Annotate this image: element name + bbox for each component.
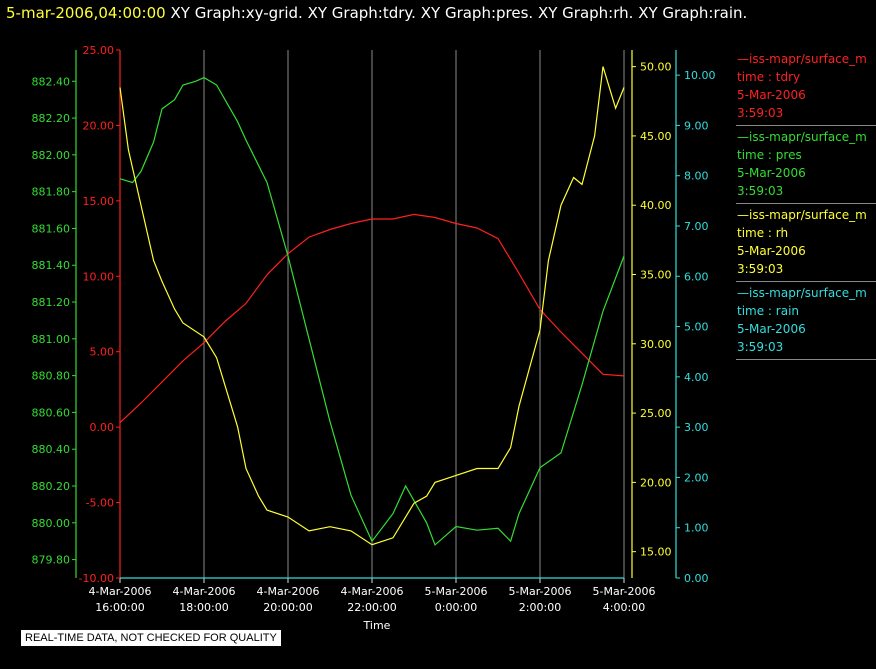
legend-entry-rh[interactable]: —iss-mapr/surface_m time : rh 5-Mar-2006… — [736, 204, 876, 282]
tdry-tick-label: -5.00 — [86, 497, 114, 510]
legend: —iss-mapr/surface_m time : tdry 5-Mar-20… — [736, 48, 876, 360]
header-graph-xy-grid[interactable]: XY Graph:xy-grid. — [170, 4, 303, 22]
legend-date: 5-Mar-2006 — [737, 244, 806, 258]
header-graph-tdry[interactable]: XY Graph:tdry. — [307, 4, 416, 22]
tdry-tick-label: 0.00 — [90, 421, 115, 434]
x-tick-label: 20:00:00 — [263, 601, 312, 614]
rain-tick-label: 2.00 — [684, 471, 709, 484]
legend-entry-tdry[interactable]: —iss-mapr/surface_m time : tdry 5-Mar-20… — [736, 48, 876, 126]
rh-tick-label: 30.00 — [640, 338, 672, 351]
legend-variable: time : tdry — [737, 70, 801, 84]
legend-date: 5-Mar-2006 — [737, 166, 806, 180]
rh-tick-label: 40.00 — [640, 199, 672, 212]
x-tick-label: 0:00:00 — [435, 601, 477, 614]
pres-tick-label: 882.40 — [32, 75, 71, 88]
pres-tick-label: 881.20 — [32, 296, 71, 309]
x-tick-label: 5-Mar-2006 — [509, 585, 572, 598]
rain-tick-label: 0.00 — [684, 572, 709, 585]
legend-time: 3:59:03 — [737, 106, 784, 120]
pres-tick-label: 881.40 — [32, 259, 71, 272]
x-tick-label: 2:00:00 — [519, 601, 561, 614]
x-tick-label: 4-Mar-2006 — [257, 585, 320, 598]
header-graph-pres[interactable]: XY Graph:pres. — [420, 4, 534, 22]
pres-tick-label: 880.60 — [32, 406, 71, 419]
x-tick-label: 5-Mar-2006 — [593, 585, 656, 598]
rain-tick-label: 4.00 — [684, 371, 709, 384]
legend-time: 3:59:03 — [737, 262, 784, 276]
tdry-tick-label: 20.00 — [83, 119, 115, 132]
x-tick-label: 18:00:00 — [179, 601, 228, 614]
legend-source: —iss-mapr/surface_m — [737, 52, 867, 66]
quality-disclaimer: REAL-TIME DATA, NOT CHECKED FOR QUALITY — [21, 630, 281, 646]
series-line-rh — [119, 66, 625, 546]
legend-time: 3:59:03 — [737, 184, 784, 198]
tdry-tick-label: 5.00 — [90, 346, 115, 359]
rh-tick-label: 20.00 — [640, 476, 672, 489]
rain-tick-label: 1.00 — [684, 522, 709, 535]
tdry-tick-label: 15.00 — [83, 195, 115, 208]
legend-variable: time : rain — [737, 304, 800, 318]
chart-header: 5-mar-2006,04:00:00 XY Graph:xy-grid. XY… — [6, 4, 747, 22]
x-tick-label: 4:00:00 — [603, 601, 645, 614]
legend-date: 5-Mar-2006 — [737, 322, 806, 336]
header-datetime: 5-mar-2006,04:00:00 — [6, 4, 166, 22]
rain-tick-label: 5.00 — [684, 321, 709, 334]
pres-tick-label: 879.80 — [32, 554, 71, 567]
legend-variable: time : rh — [737, 226, 789, 240]
legend-source: —iss-mapr/surface_m — [737, 130, 867, 144]
rain-tick-label: 9.00 — [684, 119, 709, 132]
x-tick-label: 16:00:00 — [95, 601, 144, 614]
rh-tick-label: 25.00 — [640, 407, 672, 420]
header-graph-rh[interactable]: XY Graph:rh. — [537, 4, 634, 22]
tdry-tick-label: 10.00 — [83, 270, 115, 283]
tdry-tick-label: -10.00 — [79, 572, 114, 585]
rain-tick-label: 6.00 — [684, 270, 709, 283]
rh-tick-label: 35.00 — [640, 269, 672, 282]
pres-tick-label: 881.80 — [32, 186, 71, 199]
legend-entry-rain[interactable]: —iss-mapr/surface_m time : rain 5-Mar-20… — [736, 282, 876, 360]
x-axis-label: Time — [363, 619, 391, 632]
legend-source: —iss-mapr/surface_m — [737, 208, 867, 222]
pres-tick-label: 882.00 — [32, 149, 71, 162]
x-tick-label: 4-Mar-2006 — [341, 585, 404, 598]
series-line-pres — [119, 76, 625, 546]
x-tick-label: 22:00:00 — [347, 601, 396, 614]
rh-tick-label: 50.00 — [640, 61, 672, 74]
legend-date: 5-Mar-2006 — [737, 88, 806, 102]
x-tick-label: 5-Mar-2006 — [425, 585, 488, 598]
legend-time: 3:59:03 — [737, 340, 784, 354]
rh-tick-label: 15.00 — [640, 546, 672, 559]
rain-tick-label: 7.00 — [684, 220, 709, 233]
pres-tick-label: 881.00 — [32, 333, 71, 346]
rain-tick-label: 10.00 — [684, 69, 716, 82]
x-tick-label: 4-Mar-2006 — [89, 585, 152, 598]
rain-tick-label: 3.00 — [684, 421, 709, 434]
tdry-tick-label: 25.00 — [83, 44, 115, 57]
series-line-tdry — [119, 213, 625, 424]
pres-tick-label: 880.40 — [32, 443, 71, 456]
legend-entry-pres[interactable]: —iss-mapr/surface_m time : pres 5-Mar-20… — [736, 126, 876, 204]
header-graph-rain[interactable]: XY Graph:rain. — [638, 4, 748, 22]
legend-variable: time : pres — [737, 148, 802, 162]
pres-tick-label: 881.60 — [32, 222, 71, 235]
pres-tick-label: 880.00 — [32, 517, 71, 530]
pres-tick-label: 882.20 — [32, 112, 71, 125]
rh-tick-label: 45.00 — [640, 130, 672, 143]
pres-tick-label: 880.20 — [32, 480, 71, 493]
x-tick-label: 4-Mar-2006 — [173, 585, 236, 598]
legend-source: —iss-mapr/surface_m — [737, 286, 867, 300]
rain-tick-label: 8.00 — [684, 170, 709, 183]
pres-tick-label: 880.80 — [32, 370, 71, 383]
